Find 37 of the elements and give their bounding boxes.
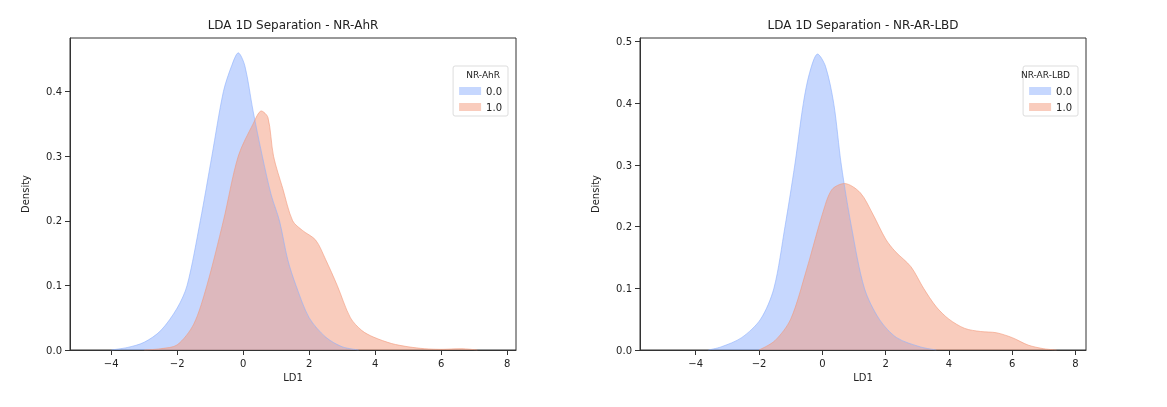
x-tick-label: −4: [103, 357, 119, 369]
y-tick-label: 0.3: [616, 159, 632, 171]
x-tick-label: 6: [1009, 357, 1016, 369]
y-tick-label: 0.2: [616, 221, 632, 233]
legend-label: 0.0: [1056, 85, 1072, 97]
x-tick-label: 6: [437, 357, 445, 369]
y-tick-label: 0.1: [46, 279, 62, 291]
legend-label: 0.0: [486, 85, 502, 97]
chart-title: LDA 1D Separation - NR-AhR: [207, 18, 379, 32]
y-tick-label: 0.2: [46, 215, 62, 227]
x-axis-title: LD1: [283, 372, 303, 384]
x-axis-title: LD1: [853, 372, 873, 384]
y-tick-label: 0.4: [616, 97, 632, 109]
y-tick-label: 0.0: [616, 344, 632, 356]
y-tick-label: 0.3: [46, 150, 62, 162]
x-tick-label: 4: [945, 357, 953, 369]
legend-title: NR-AR-LBD: [1020, 69, 1071, 80]
x-tick-label: 8: [503, 357, 511, 369]
y-tick-label: 0.5: [616, 36, 632, 48]
x-tick-label: −4: [688, 357, 704, 369]
x-tick-label: 4: [371, 357, 379, 369]
legend-label: 1.0: [1056, 101, 1072, 113]
y-tick-label: 0.4: [46, 86, 62, 98]
y-tick-label: 0.0: [46, 344, 62, 356]
y-axis-title: Density: [19, 174, 31, 214]
x-tick-label: 0: [819, 357, 826, 369]
y-axis-title: Density: [589, 174, 601, 214]
x-tick-label: −2: [169, 357, 185, 369]
x-tick-label: 8: [1072, 357, 1079, 369]
x-tick-label: −2: [751, 357, 767, 369]
legend-label: 1.0: [486, 101, 502, 113]
x-tick-label: 2: [305, 357, 313, 369]
chart-title: LDA 1D Separation - NR-AR-LBD: [767, 18, 959, 32]
legend-title: NR-AhR: [466, 69, 501, 80]
y-tick-label: 0.1: [616, 282, 632, 294]
x-tick-label: 0: [240, 357, 247, 369]
x-tick-label: 2: [882, 357, 889, 369]
